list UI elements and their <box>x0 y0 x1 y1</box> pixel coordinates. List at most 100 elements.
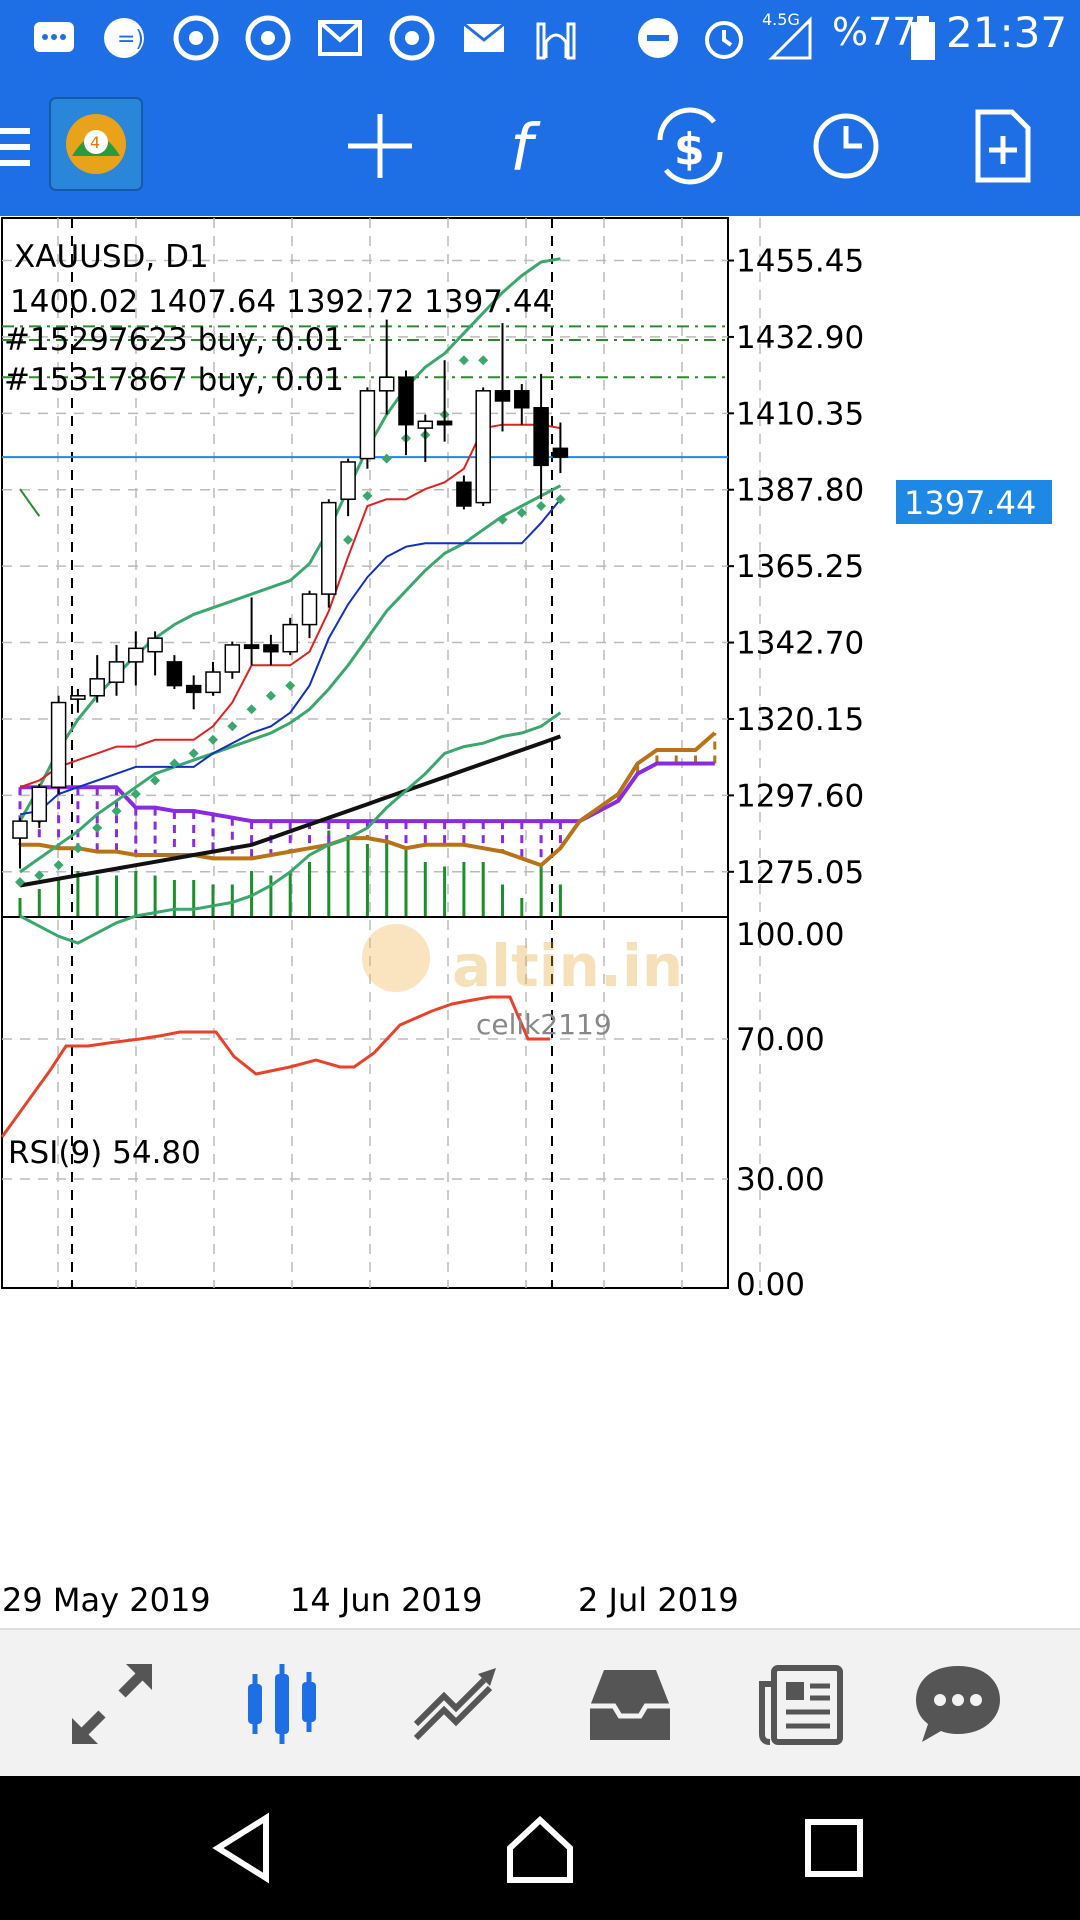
news-icon[interactable] <box>752 1654 852 1754</box>
indicators-icon[interactable]: f <box>488 100 580 192</box>
price-chart[interactable]: 1455.45 1432.90 1410.35 1387.80 1365.25 1342.… <box>0 216 1080 1628</box>
parabolic-sar-point <box>208 734 218 745</box>
candle-body <box>340 461 356 500</box>
chart-area[interactable]: 1455.45 1432.90 1410.35 1387.80 1365.25 1342.… <box>0 216 1080 1628</box>
candle-body <box>243 644 260 650</box>
signal-icon <box>768 16 812 60</box>
rsi-tick: 0.00 <box>736 1267 805 1303</box>
metatrader-logo[interactable]: 4 <box>48 96 144 192</box>
senkou-span-b <box>20 731 717 868</box>
chart-ohlc: 1400.02 1407.64 1392.72 1397.44 <box>10 284 552 320</box>
parabolic-sar-point <box>265 690 276 701</box>
chart-icon[interactable] <box>232 1654 332 1754</box>
candle-body <box>359 390 376 460</box>
recents-icon[interactable] <box>794 1808 874 1888</box>
new-order-icon[interactable] <box>956 100 1048 192</box>
rsi-tick: 100.00 <box>736 917 844 953</box>
parabolic-sar-point <box>536 501 547 512</box>
candle-body <box>398 376 414 426</box>
chrome-icon <box>389 15 435 61</box>
candle-body <box>89 678 105 697</box>
parabolic-sar-point <box>15 877 25 888</box>
candle-body <box>378 376 395 392</box>
home-icon[interactable] <box>500 1808 580 1888</box>
mosque-icon <box>536 22 576 60</box>
current-price-badge <box>896 480 1052 524</box>
candle-body <box>456 481 472 507</box>
crosshair-icon[interactable] <box>334 100 426 192</box>
candle-body <box>301 593 318 626</box>
chikou-span <box>19 488 41 517</box>
tenkan-sen <box>19 423 561 789</box>
message-icon <box>34 22 74 52</box>
gmail-icon <box>318 20 362 56</box>
chart-frame <box>1 217 729 1289</box>
order-label-2: #15317867 buy, 0.01 <box>4 362 344 398</box>
back-icon[interactable] <box>202 1808 282 1888</box>
candle-body <box>494 390 511 402</box>
date-tick-1: 29 May 2019 <box>2 1581 211 1619</box>
candle-body <box>552 447 569 458</box>
parabolic-sar-point <box>169 758 180 769</box>
parabolic-sar-point <box>111 805 122 816</box>
chrome-icon <box>245 15 291 61</box>
dnd-icon <box>638 18 678 58</box>
timeframe-icon[interactable] <box>800 100 892 192</box>
kijun-sen <box>19 498 562 816</box>
candle-body <box>321 501 337 595</box>
price-tick: 1455.45 <box>736 244 864 280</box>
rsi-line <box>0 995 550 1138</box>
price-tick: 1275.05 <box>736 855 864 891</box>
rsi-panel <box>0 995 550 1138</box>
parabolic-sar-point <box>458 355 469 366</box>
price-tick: 1297.60 <box>736 778 864 814</box>
network-type: 4.5G <box>762 10 800 29</box>
alarm-icon <box>705 21 743 59</box>
candle-body <box>128 647 144 663</box>
candle-body <box>205 671 221 694</box>
candle-body <box>166 661 183 687</box>
parabolic-sar-point <box>227 721 238 732</box>
system-navigation <box>0 1776 1080 1920</box>
svg-text:=): =) <box>117 27 144 52</box>
parabolic-sar-point <box>34 870 45 881</box>
candle-body <box>282 623 298 653</box>
parabolic-sar-point <box>150 775 161 786</box>
mail-icon <box>463 22 505 52</box>
watermark-user: celik2119 <box>476 1008 612 1041</box>
candle-body <box>70 695 86 700</box>
senkou-span-a <box>20 761 715 824</box>
battery-percent: %77 <box>832 10 917 54</box>
price-tick: 1342.70 <box>736 626 864 662</box>
price-tick: 1410.35 <box>736 396 864 432</box>
quotes-icon[interactable] <box>62 1654 162 1754</box>
parabolic-sar-point <box>343 534 354 545</box>
trade-icon[interactable]: $ <box>644 100 736 192</box>
candle-body <box>224 644 241 673</box>
trade-icon[interactable] <box>404 1654 504 1754</box>
parabolic-sar-point <box>92 822 103 833</box>
candle-body <box>514 390 530 409</box>
parabolic-sar-point <box>497 514 508 525</box>
rsi-label: RSI(9) 54.80 <box>8 1135 201 1171</box>
history-icon[interactable] <box>580 1654 680 1754</box>
candle-body <box>50 701 67 788</box>
parabolic-sar-point <box>516 507 527 518</box>
top-toolbar: 4 f $ <box>0 76 1080 216</box>
candle-body <box>147 637 163 653</box>
svg-text:f: f <box>510 112 541 186</box>
menu-icon[interactable] <box>0 100 34 192</box>
watermark: altin.in <box>362 924 683 1000</box>
battery-icon <box>911 16 935 60</box>
messages-icon[interactable] <box>908 1654 1008 1754</box>
svg-text:4: 4 <box>90 133 100 152</box>
svg-text:$: $ <box>674 124 705 175</box>
parabolic-sar-point <box>72 843 83 854</box>
candle-body <box>12 820 28 839</box>
clock: 21:37 <box>946 8 1068 57</box>
parabolic-sar-point <box>478 355 489 366</box>
date-tick-2: 14 Jun 2019 <box>290 1581 483 1619</box>
price-tick: 1365.25 <box>736 549 864 585</box>
chat-icon: =) <box>104 18 144 58</box>
parabolic-sar-point <box>246 704 257 715</box>
